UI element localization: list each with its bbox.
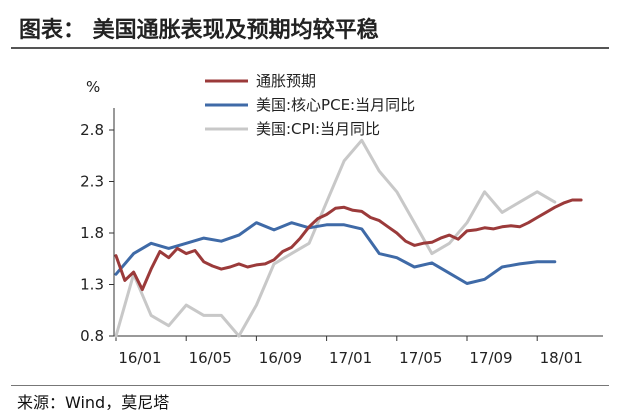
footer-divider (11, 385, 609, 386)
title-divider (11, 47, 609, 49)
y-axis-unit: % (86, 78, 100, 96)
y-tick-label: 1.3 (80, 276, 104, 294)
series-line-1 (114, 221, 557, 285)
x-tick-label: 17/01 (329, 349, 372, 367)
figure-title: 图表： 美国通胀表现及预期均较平稳 (19, 18, 379, 43)
series-lines (114, 138, 583, 338)
x-tick-label: 17/09 (469, 349, 512, 367)
y-tick-label: 2.3 (80, 173, 104, 191)
axis-ticks: % 2.8 2.3 1.8 1.3 0.8 16/01 16/05 16/09 17/01 17/0… (80, 78, 583, 367)
legend-label: 通胀预期 (256, 72, 316, 90)
legend-label: 美国:核心PCE:当月同比 (256, 96, 415, 114)
source-note: 来源：Wind，莫尼塔 (17, 393, 170, 412)
axes (113, 108, 603, 337)
y-tick-label: 1.8 (80, 224, 104, 242)
series-line-2 (114, 138, 557, 338)
x-tick-label: 16/05 (189, 349, 232, 367)
x-tick-label: 18/01 (540, 349, 583, 367)
x-tick-label: 17/05 (399, 349, 442, 367)
y-tick-label: 0.8 (80, 327, 104, 345)
x-tick-label: 16/09 (259, 349, 302, 367)
y-tick-label: 2.8 (80, 121, 104, 139)
x-tick-label: 16/01 (118, 349, 161, 367)
legend-label: 美国:CPI:当月同比 (256, 120, 380, 138)
series-line-0 (114, 198, 583, 292)
